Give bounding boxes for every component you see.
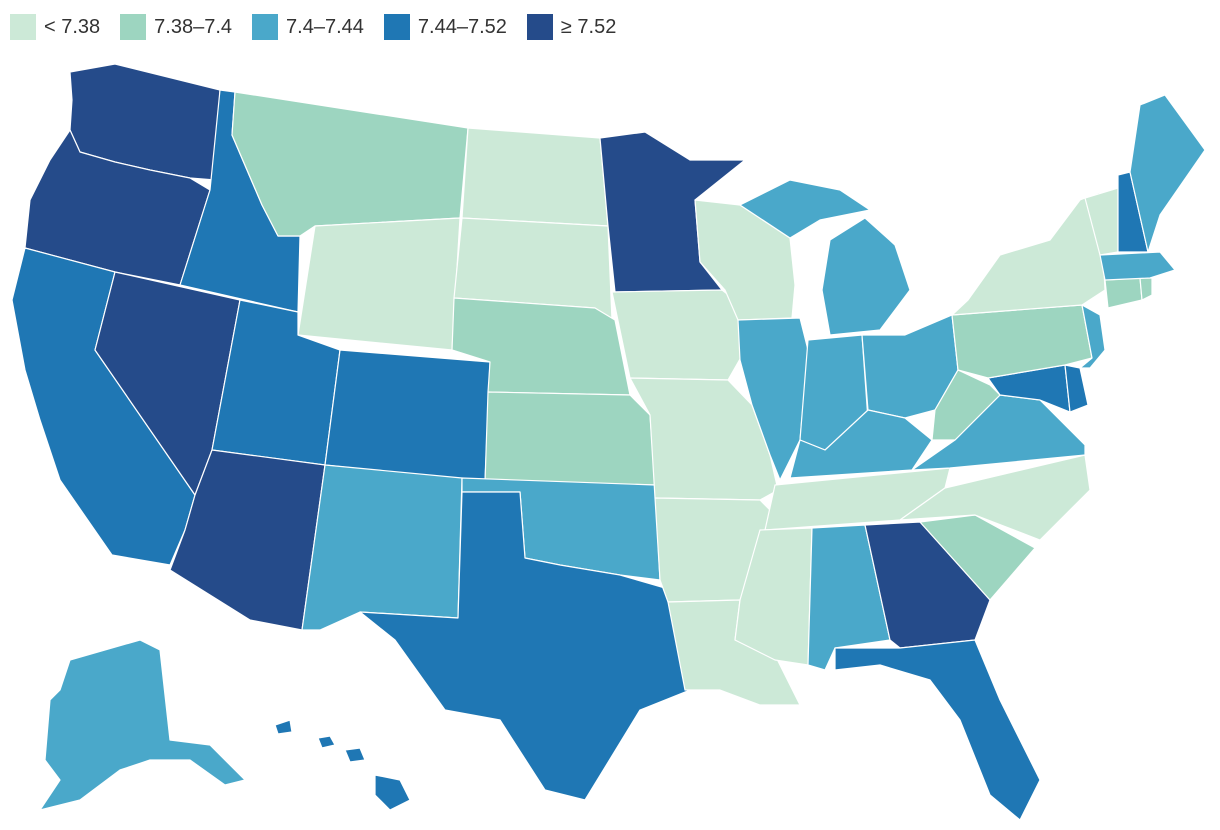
- state-illinois[interactable]: [737, 317, 809, 481]
- legend-swatch: [383, 14, 410, 40]
- state-massachusetts[interactable]: [1099, 251, 1176, 281]
- state-north-dakota[interactable]: [461, 127, 609, 227]
- state-iowa[interactable]: [611, 289, 749, 381]
- state-south-carolina[interactable]: [919, 514, 1036, 601]
- legend-item-bin-3: 7.44–7.52: [383, 14, 507, 40]
- state-connecticut[interactable]: [1104, 277, 1143, 309]
- state-maine[interactable]: [1129, 94, 1206, 253]
- state-new-jersey[interactable]: [1079, 304, 1106, 369]
- state-delaware[interactable]: [1064, 364, 1089, 413]
- map-legend: < 7.38 7.38–7.4 7.4–7.44 7.44–7.52 ≥ 7.5…: [10, 14, 636, 40]
- legend-label: 7.38–7.4: [154, 15, 233, 38]
- legend-label: < 7.38: [44, 15, 101, 38]
- state-kentucky[interactable]: [789, 409, 933, 479]
- state-new-york[interactable]: [951, 191, 1106, 316]
- state-texas[interactable]: [359, 491, 691, 801]
- legend-label: ≥ 7.52: [560, 15, 617, 38]
- legend-swatch: [120, 14, 147, 40]
- legend-item-bin-2: 7.4–7.44: [252, 14, 364, 40]
- state-hawaii[interactable]: [274, 719, 411, 811]
- state-colorado[interactable]: [324, 349, 491, 483]
- legend-item-bin-4: ≥ 7.52: [526, 14, 617, 40]
- state-michigan[interactable]: [739, 179, 911, 336]
- legend-swatch: [526, 14, 553, 40]
- legend-label: 7.44–7.52: [417, 15, 507, 38]
- state-wyoming[interactable]: [297, 217, 461, 351]
- state-rhode-island[interactable]: [1139, 277, 1153, 301]
- state-florida[interactable]: [834, 639, 1041, 821]
- legend-item-bin-0: < 7.38: [10, 14, 100, 40]
- legend-swatch: [10, 14, 36, 40]
- state-new-mexico[interactable]: [301, 464, 463, 631]
- legend-swatch: [252, 14, 279, 40]
- legend-item-bin-1: 7.38–7.4: [120, 14, 232, 40]
- legend-label: 7.4–7.44: [286, 15, 364, 38]
- state-alaska[interactable]: [39, 639, 246, 811]
- state-kansas[interactable]: [484, 391, 656, 486]
- state-montana[interactable]: [231, 91, 469, 237]
- state-west-virginia[interactable]: [931, 369, 1001, 441]
